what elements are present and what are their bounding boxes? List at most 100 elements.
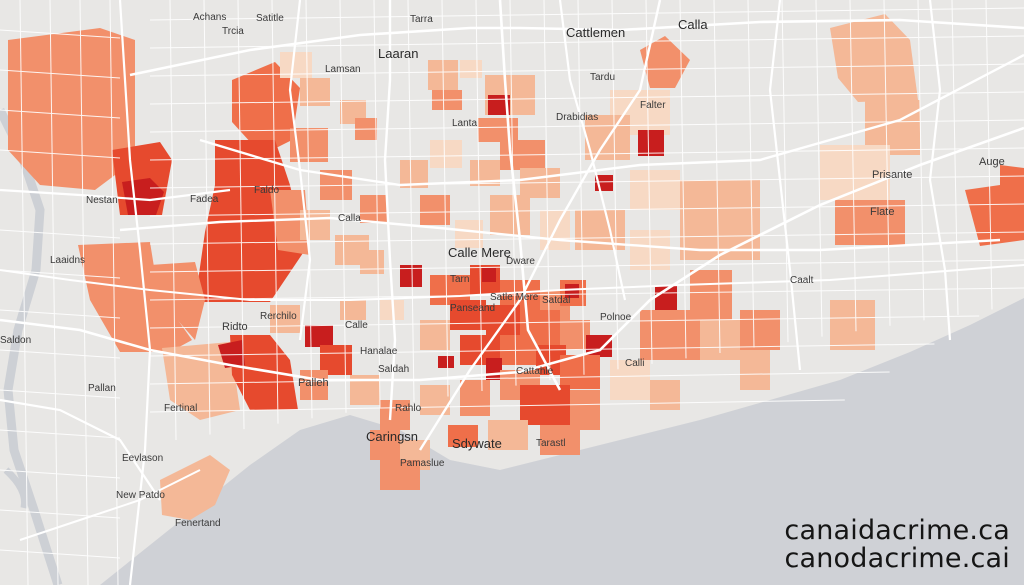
watermark-line-2: canodacrime.cai (784, 543, 1010, 574)
district[interactable] (640, 310, 700, 360)
district[interactable] (450, 300, 486, 330)
district[interactable] (638, 130, 664, 156)
district[interactable] (420, 320, 450, 350)
district[interactable] (610, 360, 650, 400)
place-label: Hanalae (360, 346, 398, 357)
district[interactable] (360, 195, 388, 223)
district[interactable] (8, 28, 135, 190)
district[interactable] (150, 262, 205, 340)
place-label: Tarra (410, 14, 433, 25)
district[interactable] (160, 455, 230, 520)
place-label: Falter (640, 100, 666, 111)
district[interactable] (455, 220, 483, 248)
district[interactable] (218, 340, 245, 368)
district[interactable] (300, 370, 328, 400)
road-minor (543, 0, 551, 381)
place-label: Calle (345, 320, 368, 331)
district[interactable] (305, 325, 333, 347)
district[interactable] (488, 95, 510, 115)
road-major (119, 216, 1001, 252)
district[interactable] (830, 300, 875, 350)
road-major (498, 0, 562, 391)
district[interactable] (680, 180, 760, 260)
district[interactable] (78, 242, 192, 352)
district[interactable] (430, 140, 462, 168)
road-minor (0, 549, 121, 559)
place-label: Palleh (298, 377, 329, 389)
place-label: Fadea (190, 194, 219, 205)
district[interactable] (380, 460, 420, 490)
district[interactable] (486, 358, 502, 380)
district[interactable] (380, 400, 410, 430)
road-major (288, 0, 312, 341)
road-minor (0, 149, 121, 159)
place-label: Fenertand (175, 518, 221, 529)
place-label: Lanta (452, 118, 477, 129)
place-label: New Patdo (116, 490, 165, 501)
place-label: Laaran (378, 46, 418, 61)
place-label: Fertinal (164, 403, 197, 414)
district[interactable] (835, 200, 905, 245)
district[interactable] (478, 118, 518, 142)
district[interactable] (400, 265, 422, 287)
district[interactable] (370, 430, 400, 460)
road-minor (149, 119, 1024, 133)
district[interactable] (540, 425, 580, 455)
district[interactable] (460, 380, 490, 416)
district[interactable] (740, 350, 770, 390)
place-labels: Achans Satitle Trcia Tarra Cattlemen Calla Laa… (0, 12, 1005, 529)
river-inlet (3, 467, 29, 509)
road-minor (149, 315, 980, 329)
road-minor (0, 69, 121, 79)
district[interactable] (448, 425, 478, 447)
road-minor (79, 0, 89, 585)
district[interactable] (360, 250, 384, 274)
district[interactable] (340, 300, 366, 320)
road-minor (149, 35, 1024, 49)
district[interactable] (830, 14, 918, 102)
road-minor (169, 0, 177, 441)
road-minor (883, 0, 891, 326)
district[interactable] (655, 285, 677, 310)
district[interactable] (270, 305, 300, 333)
place-label: Cattlemen (566, 25, 625, 40)
road-minor (149, 287, 1024, 301)
road-minor (109, 0, 119, 585)
place-label: Eevlason (122, 453, 163, 464)
district[interactable] (438, 356, 454, 368)
district[interactable] (630, 170, 680, 210)
district[interactable] (640, 36, 690, 88)
district[interactable] (490, 195, 530, 235)
road-minor (611, 0, 619, 370)
district[interactable] (482, 268, 496, 282)
district[interactable] (965, 165, 1024, 246)
place-label: Achans (193, 12, 226, 23)
place-label: Satitle (256, 13, 284, 24)
road-minor (645, 0, 653, 364)
road-minor (917, 0, 925, 321)
road-minor (149, 259, 1024, 273)
district[interactable] (162, 342, 240, 420)
district[interactable] (232, 62, 300, 155)
road-minor (373, 0, 381, 408)
road-minor (815, 0, 823, 337)
road-minor (149, 147, 1024, 161)
district[interactable] (570, 390, 600, 430)
lake-water (100, 298, 1024, 585)
district[interactable] (488, 420, 528, 450)
road-minor (509, 0, 517, 386)
district[interactable] (460, 60, 482, 78)
road-minor (441, 0, 449, 397)
road-minor (49, 0, 59, 585)
road-minor (475, 0, 483, 392)
road-minor (0, 109, 121, 119)
place-label: Laaidns (50, 255, 85, 266)
road-major (928, 0, 952, 341)
district[interactable] (740, 310, 780, 350)
district[interactable] (560, 355, 600, 389)
district[interactable] (650, 380, 680, 410)
place-label: Polnoe (600, 312, 632, 323)
road-minor (203, 0, 211, 435)
